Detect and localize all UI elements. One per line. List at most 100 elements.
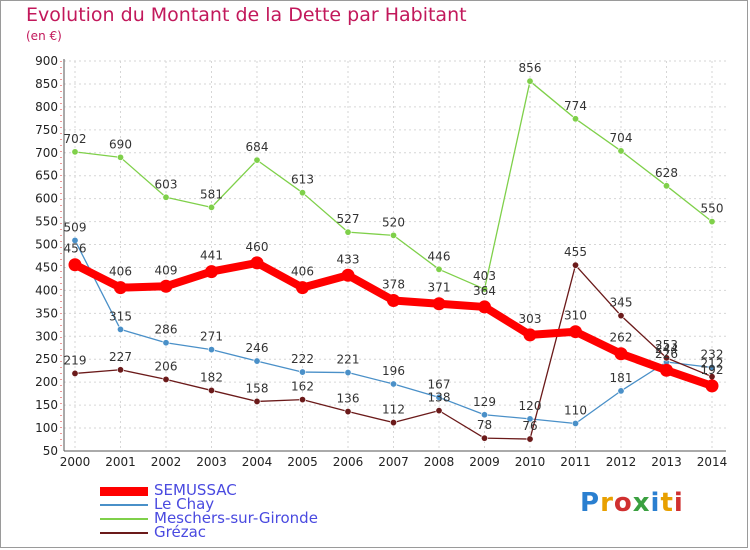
data-label: 167	[428, 377, 451, 391]
y-tick-label: 400	[35, 283, 58, 297]
data-label: 613	[291, 173, 314, 187]
legend-swatch	[100, 532, 148, 534]
data-label: 581	[200, 187, 223, 201]
data-label: 136	[337, 392, 360, 406]
y-tick-label: 500	[35, 238, 58, 252]
x-tick-label: 2009	[469, 455, 500, 469]
series-point-1	[480, 411, 488, 419]
data-label: 158	[246, 381, 269, 395]
series-point-1	[298, 368, 306, 376]
data-label: 221	[337, 353, 360, 367]
data-label: 246	[246, 341, 269, 355]
data-label: 520	[382, 215, 405, 229]
data-label: 345	[610, 296, 633, 310]
series-point-0	[478, 300, 491, 314]
data-label: 182	[200, 370, 223, 384]
data-label: 364	[473, 284, 496, 298]
series-point-0	[205, 265, 218, 279]
series-point-3	[662, 354, 670, 362]
y-tick-label: 750	[35, 123, 58, 137]
series-point-3	[71, 369, 79, 377]
data-label: 527	[337, 212, 360, 226]
y-tick-label: 150	[35, 398, 58, 412]
series-point-0	[432, 297, 446, 311]
series-point-2	[662, 182, 670, 190]
y-tick-label: 350	[35, 306, 58, 320]
data-label: 509	[64, 220, 87, 234]
series-point-1	[435, 393, 443, 401]
y-tick-label: 100	[35, 421, 58, 435]
series-point-1	[571, 419, 579, 427]
legend-label: Grézac	[154, 523, 207, 541]
series-point-3	[389, 419, 397, 427]
series-point-0	[341, 268, 355, 282]
x-tick-label: 2007	[378, 455, 409, 469]
series-point-0	[250, 256, 264, 270]
data-label: 303	[519, 312, 542, 326]
data-label: 196	[382, 364, 405, 378]
series-point-1	[617, 387, 625, 395]
logo-letter: P	[580, 488, 601, 518]
series-point-3	[253, 397, 261, 405]
data-label: 110	[564, 403, 587, 417]
legend-label: SEMUSSAC	[154, 481, 237, 499]
series-point-0	[159, 279, 173, 293]
data-label: 222	[291, 352, 314, 366]
x-tick-label: 2000	[60, 455, 91, 469]
data-label: 684	[246, 140, 269, 154]
data-label: 456	[64, 242, 87, 256]
series-point-0	[296, 281, 309, 295]
data-label: 441	[200, 249, 223, 263]
series-point-1	[526, 415, 534, 423]
x-tick-label: 2013	[651, 455, 682, 469]
y-tick-label: 800	[35, 100, 58, 114]
data-label: 409	[155, 263, 178, 277]
data-label: 271	[200, 330, 223, 344]
series-point-1	[389, 380, 397, 388]
x-tick-label: 2008	[424, 455, 455, 469]
chart-subtitle: (en €)	[26, 29, 62, 43]
series-point-3	[208, 386, 216, 394]
data-label: 702	[64, 132, 87, 146]
data-label: 206	[155, 359, 178, 373]
y-tick-label: 300	[35, 329, 58, 343]
series-lines	[68, 77, 719, 443]
series-point-0	[569, 325, 582, 339]
data-label: 76	[522, 419, 537, 433]
series-point-2	[344, 228, 352, 236]
x-tick-label: 2005	[287, 455, 318, 469]
data-label: 262	[610, 331, 633, 345]
series-point-2	[208, 203, 216, 211]
data-label: 219	[64, 353, 87, 367]
logo-letter: o	[613, 488, 633, 518]
y-tick-label: 600	[35, 192, 58, 206]
data-label: 704	[610, 131, 633, 145]
chart-title: Evolution du Montant de la Dette par Hab…	[26, 4, 467, 26]
data-label: 162	[291, 380, 314, 394]
data-label: 244	[655, 342, 678, 356]
series-point-3	[617, 312, 625, 320]
x-tick-label: 2006	[333, 455, 364, 469]
logo-letter: i	[650, 488, 661, 518]
data-label: 446	[428, 249, 451, 263]
series-point-0	[614, 347, 628, 361]
axes: 50 100 150 200 250 300 350 400 450 500 550 600 650 70…	[35, 54, 727, 469]
data-label: 603	[155, 177, 178, 191]
series-point-1	[344, 369, 352, 377]
data-label: 460	[246, 240, 269, 254]
series-point-3	[344, 408, 352, 416]
series-point-3	[162, 375, 170, 383]
series-point-1	[253, 357, 261, 365]
data-label: 774	[564, 99, 587, 113]
x-tick-label: 2011	[560, 455, 591, 469]
y-tick-label: 700	[35, 146, 58, 160]
series-point-0	[523, 328, 537, 342]
data-label: 192	[701, 363, 724, 377]
series-point-0	[660, 363, 673, 377]
legend-swatch	[100, 504, 148, 506]
data-label: 129	[473, 395, 496, 409]
logo-letter: r	[600, 488, 614, 518]
series-point-3	[480, 434, 488, 442]
data-label: 550	[701, 202, 724, 216]
y-tick-label: 650	[35, 169, 58, 183]
